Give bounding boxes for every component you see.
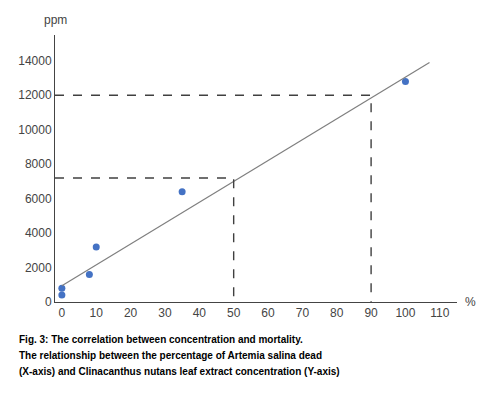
svg-text:0: 0 [59, 306, 66, 320]
svg-text:40: 40 [193, 306, 207, 320]
svg-text:(X-axis) and Clinacanthus nuta: (X-axis) and Clinacanthus nutans leaf ex… [19, 366, 340, 377]
svg-text:10000: 10000 [18, 123, 52, 137]
svg-text:100: 100 [395, 306, 415, 320]
svg-text:ppm: ppm [44, 13, 67, 27]
svg-text:110: 110 [430, 306, 449, 320]
svg-text:14000: 14000 [18, 54, 52, 68]
svg-text:60: 60 [261, 306, 275, 320]
svg-text:0: 0 [45, 295, 52, 309]
svg-text:12000: 12000 [18, 88, 52, 102]
svg-text:10: 10 [90, 306, 104, 320]
svg-text:8000: 8000 [25, 157, 52, 171]
svg-text:80: 80 [330, 306, 344, 320]
svg-text:The relationship between the p: The relationship between the percentage … [19, 350, 322, 361]
svg-text:20: 20 [124, 306, 138, 320]
svg-text:70: 70 [296, 306, 310, 320]
svg-text:6000: 6000 [25, 192, 52, 206]
svg-text:2000: 2000 [25, 261, 52, 275]
svg-text:90: 90 [364, 306, 378, 320]
svg-text:4000: 4000 [25, 226, 52, 240]
svg-text:%: % [465, 295, 476, 309]
svg-text:30: 30 [158, 306, 172, 320]
svg-text:50: 50 [227, 306, 241, 320]
svg-text:Fig. 3: The correlation betwee: Fig. 3: The correlation between concentr… [19, 334, 303, 345]
